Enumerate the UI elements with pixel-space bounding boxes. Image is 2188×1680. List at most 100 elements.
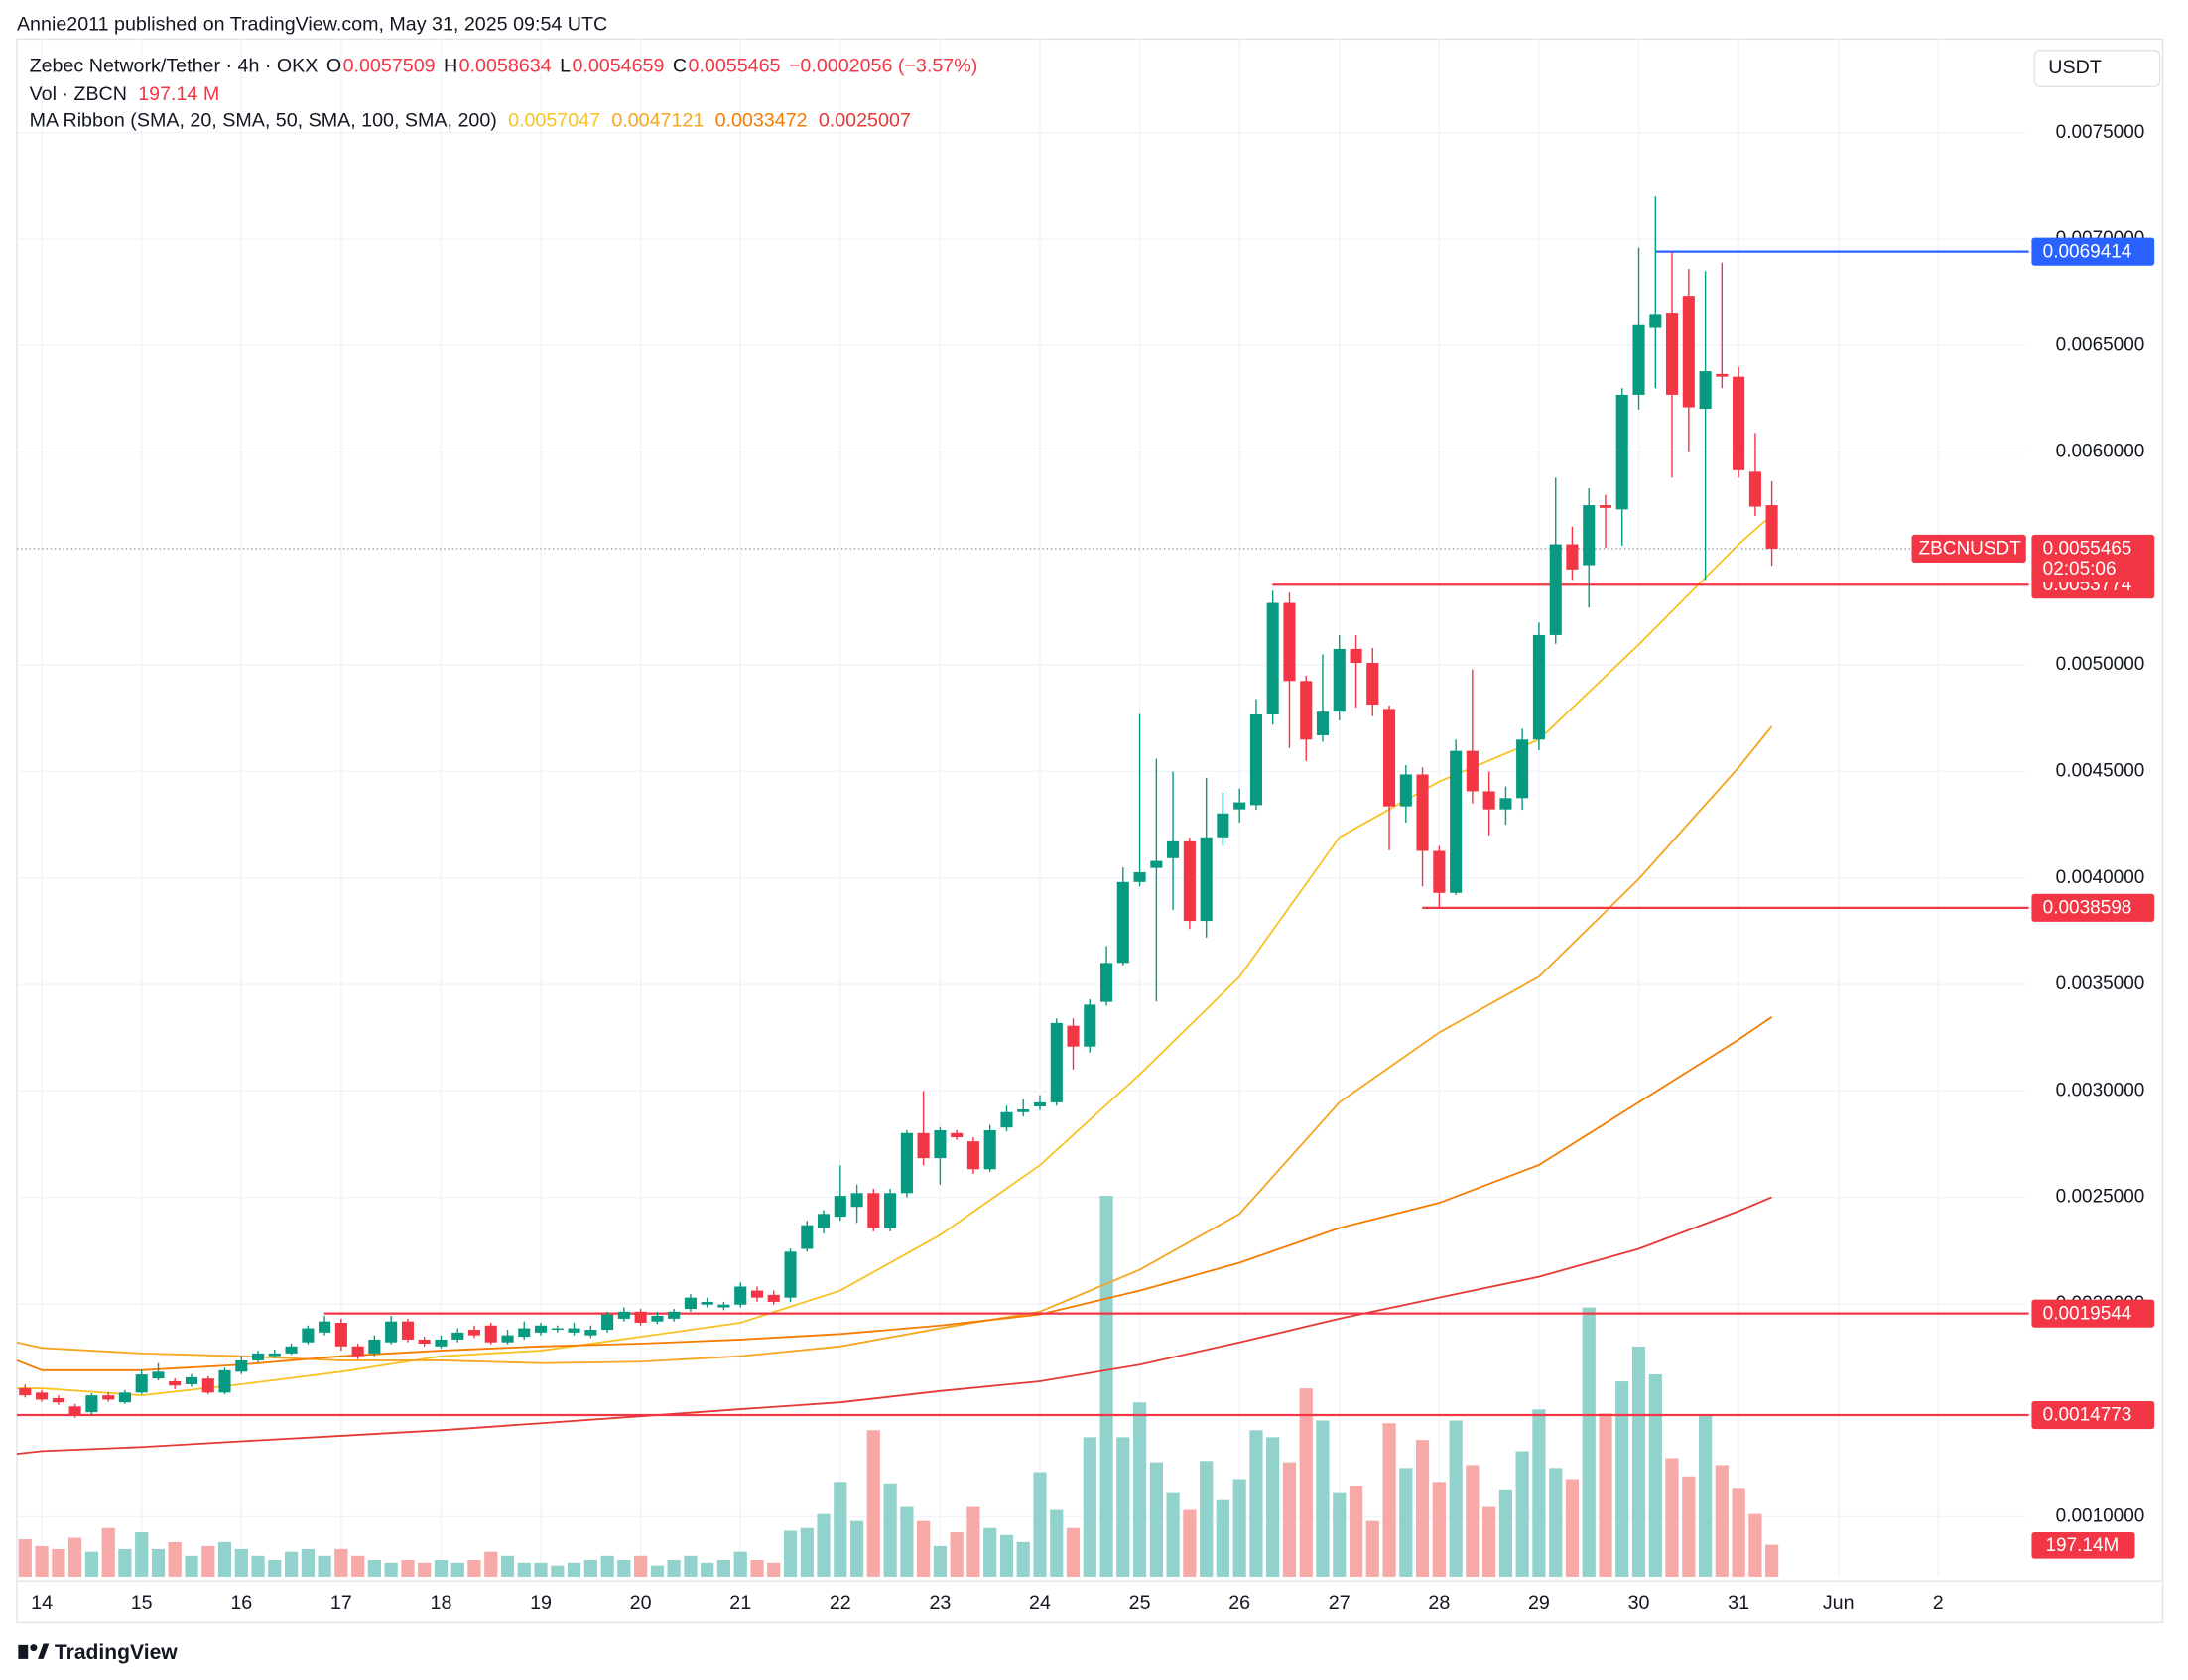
volume-bar <box>983 1527 997 1577</box>
volume-bar <box>1565 1479 1580 1577</box>
currency-label[interactable]: USDT <box>2048 57 2102 78</box>
volume-bar <box>1365 1520 1379 1577</box>
candle-body <box>1733 376 1745 470</box>
volume-bar <box>1033 1472 1047 1577</box>
candle-body <box>19 1388 32 1396</box>
volume-bar <box>1333 1492 1347 1577</box>
volume-bar <box>334 1548 348 1577</box>
brand: TradingView <box>18 1641 178 1664</box>
volume-bar <box>67 1537 82 1577</box>
ma-line <box>16 1196 1772 1456</box>
volume-bar <box>434 1560 449 1577</box>
candle-body <box>218 1369 231 1393</box>
candle-body <box>684 1297 697 1310</box>
volume-bar <box>966 1506 980 1577</box>
volume-bar <box>118 1548 132 1577</box>
currency-button[interactable] <box>2033 49 2161 87</box>
candle-body <box>36 1392 49 1400</box>
volume-bar <box>484 1551 498 1577</box>
y-tick-label: 0.0065000 <box>2056 334 2145 355</box>
candle-body <box>734 1286 747 1305</box>
candle-body <box>1100 963 1113 1002</box>
candle-body <box>1649 314 1662 328</box>
candle-body <box>152 1371 165 1379</box>
volume-bar <box>1099 1196 1113 1577</box>
volume-bar <box>467 1560 481 1577</box>
candle-body <box>1466 750 1479 792</box>
y-tick-label: 0.0040000 <box>2056 867 2145 888</box>
candle-body <box>351 1346 364 1357</box>
volume-bar <box>1266 1437 1280 1577</box>
volume-bar <box>600 1555 614 1577</box>
volume-bar <box>1232 1479 1246 1577</box>
volume-bar <box>1482 1506 1496 1577</box>
candle-body <box>235 1359 248 1372</box>
y-tick-label: 0.0010000 <box>2056 1505 2145 1526</box>
candle-body <box>1532 634 1545 740</box>
volume-bar <box>101 1527 115 1577</box>
legend-text: −0.0002056 (−3.57%) <box>789 56 977 77</box>
candle-body <box>1017 1108 1030 1112</box>
candle-body <box>1350 648 1362 664</box>
volume-bar <box>999 1534 1014 1577</box>
x-tick-label: 24 <box>1029 1592 1051 1614</box>
candle-body <box>501 1335 514 1343</box>
volume-bar <box>933 1545 948 1577</box>
legend-text: MA Ribbon (SMA, 20, SMA, 50, SMA, 100, S… <box>30 110 497 132</box>
volume-bar <box>1349 1486 1363 1577</box>
candle-body <box>1067 1025 1080 1047</box>
attribution: Annie2011 published on TradingView.com, … <box>17 14 607 36</box>
candle-body <box>817 1214 831 1228</box>
legend-text: 0.0054659 <box>572 56 664 77</box>
volume-bar <box>185 1555 198 1577</box>
candle-body <box>934 1130 947 1159</box>
countdown-label: 02:05:06 <box>2043 559 2117 580</box>
candle-body <box>334 1322 347 1347</box>
volume-bar <box>1116 1437 1130 1577</box>
volume-tag <box>2031 1531 2135 1559</box>
candle-body <box>1084 1004 1096 1047</box>
volume-bar <box>551 1565 565 1577</box>
candle-body <box>1116 881 1129 964</box>
volume-bar <box>1732 1488 1745 1577</box>
candle-body <box>1615 394 1628 510</box>
candle-body <box>285 1346 298 1354</box>
level-tag <box>2031 1299 2155 1328</box>
x-tick-label: 14 <box>31 1592 53 1614</box>
volume-bar <box>1699 1416 1713 1577</box>
volume-bar <box>617 1560 631 1577</box>
candle-body <box>1748 471 1761 507</box>
candle-body <box>1716 373 1729 377</box>
candle-body <box>1499 798 1512 810</box>
volume-bar <box>418 1562 432 1577</box>
volume-bar <box>866 1430 880 1577</box>
x-tick-label: 21 <box>729 1592 751 1614</box>
price-axis: 0.00750000.00700000.00650000.00600000.00… <box>31 122 2144 1614</box>
volume-bar <box>567 1562 581 1577</box>
volume-bar <box>767 1562 781 1577</box>
candle-body <box>85 1395 98 1413</box>
volume-bar <box>634 1555 648 1577</box>
levels <box>16 250 2029 1417</box>
volume-tag-label: 197.14M <box>2045 1535 2119 1556</box>
volume-bar <box>1166 1492 1180 1577</box>
volume-bar <box>301 1548 315 1577</box>
candle-body <box>1133 871 1146 882</box>
candle-body <box>917 1132 930 1159</box>
x-tick-label: 28 <box>1428 1592 1450 1614</box>
last-price-label: 0.0055465 <box>2043 539 2132 560</box>
x-tick-label: 17 <box>330 1592 352 1614</box>
candle-body <box>1316 711 1330 735</box>
candle-body <box>668 1311 681 1319</box>
candle-body <box>1383 709 1396 807</box>
volume-bar <box>1515 1451 1529 1577</box>
volume-bar <box>1299 1388 1313 1577</box>
volume-bar <box>684 1555 698 1577</box>
candle-body <box>268 1353 281 1357</box>
legend-text: C <box>673 56 687 77</box>
volume-bar <box>1415 1440 1430 1577</box>
candle-body <box>568 1328 580 1333</box>
candles <box>19 196 1778 1418</box>
volume-bar <box>201 1545 215 1577</box>
